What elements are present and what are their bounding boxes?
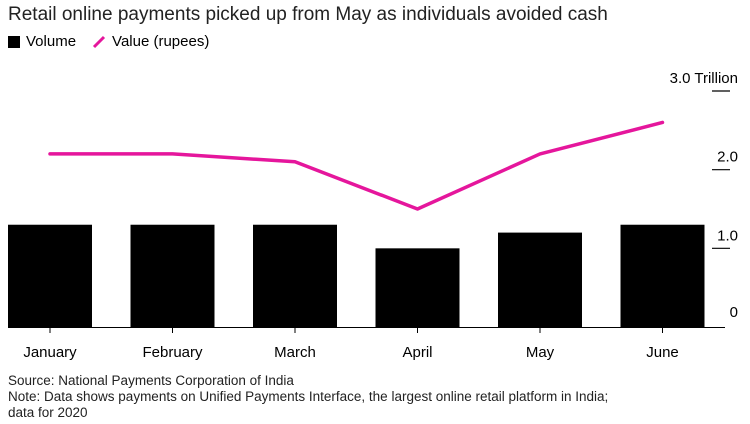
value-swatch <box>92 35 106 48</box>
legend-volume-label: Volume <box>26 33 77 50</box>
y-tick-label-2: 2.0 <box>717 149 738 166</box>
legend-value-label: Value (rupees) <box>112 33 210 50</box>
source-note: Source: National Payments Corporation of… <box>8 373 294 388</box>
y-tick-label-1: 1.0 <box>717 227 738 244</box>
legend-item-volume: Volume <box>8 33 76 50</box>
x-tick-label-january: January <box>23 344 77 361</box>
data-note-line-1: Note: Data shows payments on Unified Pay… <box>8 389 609 404</box>
y-tick-label-0: 0 <box>730 304 738 321</box>
x-tick-label-april: April <box>402 344 432 361</box>
volume-bar-june <box>620 224 705 327</box>
x-tick-label-march: March <box>274 344 316 361</box>
volume-bar-february <box>130 224 215 327</box>
value-line <box>48 120 665 211</box>
volume-bar-march <box>253 224 337 327</box>
volume-bar-may <box>498 232 582 327</box>
chart-title: Retail online payments picked up from Ma… <box>8 4 608 25</box>
legend-item-value: Value (rupees) <box>92 33 209 50</box>
footer: Source: National Payments Corporation of… <box>8 373 743 421</box>
volume-swatch <box>8 35 20 48</box>
x-tick-label-may: May <box>526 344 555 361</box>
x-tick-label-june: June <box>646 344 679 361</box>
volume-bar-january <box>8 224 92 327</box>
data-note-line-2: data for 2020 <box>8 405 88 420</box>
volume-bar-april <box>375 248 460 327</box>
x-tick-label-february: February <box>142 344 203 361</box>
y-tick-label-3: 3.0 Trillion <box>670 70 738 87</box>
legend: Volume Value (rupees) <box>8 33 225 50</box>
